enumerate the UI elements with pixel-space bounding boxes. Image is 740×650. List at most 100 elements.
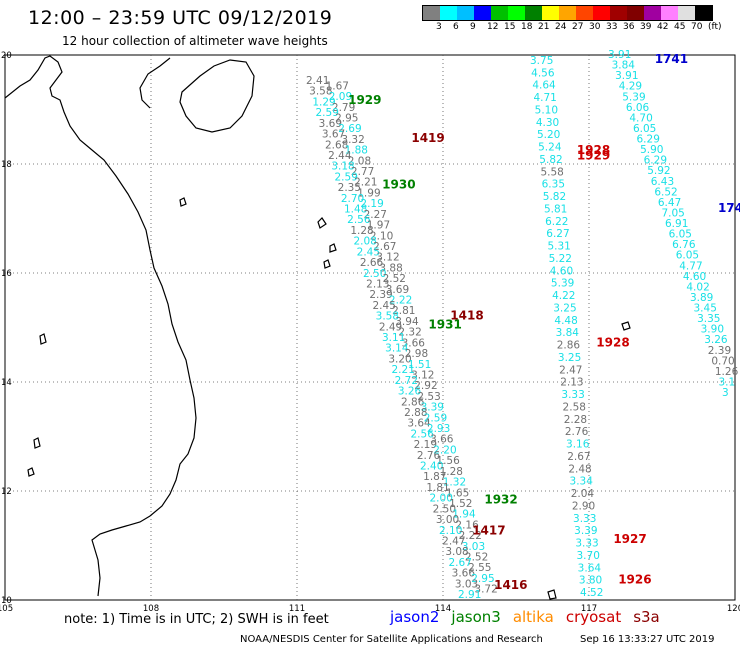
- wave-height-label: 4.30: [536, 117, 559, 129]
- wave-height-label: 1.51: [408, 359, 431, 371]
- wave-height-label: 2.70: [341, 193, 364, 205]
- colorbar-label: 21: [538, 22, 550, 32]
- wave-height-label: 2.79: [332, 102, 355, 114]
- wave-height-label: 5.58: [540, 166, 563, 178]
- wave-height-label: 2.50: [433, 503, 456, 515]
- wave-height-label: 2.49: [379, 321, 402, 333]
- wave-height-label: 1.65: [446, 487, 469, 499]
- wave-height-label: 2.28: [564, 414, 587, 426]
- wave-height-label: 2.86: [401, 396, 425, 408]
- y-tick-label: 10: [1, 596, 12, 606]
- wave-height-label: 6.27: [546, 228, 569, 240]
- wave-height-label: 2.13: [560, 377, 583, 389]
- wave-height-label: 2.77: [351, 166, 374, 178]
- pass-time-label: 1928: [577, 143, 610, 157]
- colorbar-swatch: [695, 6, 712, 20]
- wave-height-label: 4.64: [532, 80, 556, 92]
- colorbar-label: 39: [640, 22, 652, 32]
- island-g: [39, 333, 47, 345]
- colorbar-swatch: [627, 6, 644, 20]
- pass-time-label: 1417: [472, 524, 505, 538]
- wave-height-label: 6.91: [665, 218, 688, 230]
- legend-altika: altika: [512, 608, 554, 626]
- gulf-coastline: [139, 57, 171, 109]
- colorbar-label: 33: [606, 22, 618, 32]
- colorbar-swatch: [661, 6, 678, 20]
- colorbar: [422, 5, 713, 21]
- wave-height-label: 2.13: [366, 278, 389, 290]
- pass-time-label: 1419: [411, 131, 444, 145]
- wave-height-label: 2.45: [373, 300, 396, 312]
- wave-height-label: 1.48: [344, 204, 367, 216]
- wave-height-label: 5.81: [544, 203, 567, 215]
- wave-height-label: 3.34: [570, 476, 594, 488]
- wave-height-label: 1.88: [345, 145, 368, 157]
- wave-height-label: 2.22: [459, 530, 482, 542]
- y-tick-label: 14: [1, 378, 12, 388]
- wave-height-label: 3.70: [577, 550, 600, 562]
- wave-height-label: 2.27: [364, 209, 387, 221]
- wave-height-label: 3.45: [694, 303, 717, 315]
- wave-height-label: 3.12: [411, 369, 434, 381]
- pass-time-label: 1926: [618, 573, 651, 587]
- x-tick-label: 120: [727, 604, 740, 614]
- wave-height-label: 5.82: [543, 191, 566, 203]
- x-tick-label: 114: [435, 604, 451, 614]
- wave-height-label: 2.81: [392, 305, 415, 317]
- colorbar-label: 3: [436, 22, 442, 32]
- wave-height-label: 1.52: [449, 498, 472, 510]
- x-tick-label: 108: [143, 604, 159, 614]
- wave-height-label: 6.29: [644, 155, 667, 167]
- wave-height-label: 2.45: [357, 246, 380, 258]
- wave-height-label: 2.56: [347, 214, 371, 226]
- wave-height-label: 2.21: [392, 364, 415, 376]
- wave-height-label: 5.39: [551, 278, 574, 290]
- colorbar-swatch: [423, 6, 440, 20]
- wave-height-label: 2.40: [420, 461, 443, 473]
- wave-height-label: 2.98: [405, 348, 428, 360]
- colorbar-label: 36: [623, 22, 635, 32]
- colorbar-label: 27: [572, 22, 584, 32]
- colorbar-swatch: [491, 6, 508, 20]
- wave-height-label: 2.66: [360, 257, 384, 269]
- wave-height-label: 4.71: [533, 92, 556, 104]
- wave-height-label: 2.04: [571, 488, 595, 500]
- colorbar-swatch: [542, 6, 559, 20]
- wave-height-label: 3.03: [462, 541, 485, 553]
- wave-height-label: 3.64: [578, 562, 602, 574]
- wave-height-label: 3.66: [452, 568, 476, 580]
- wave-height-label: 3.39: [421, 402, 444, 414]
- wave-height-label: 2.67: [373, 241, 396, 253]
- wave-height-label: 4.02: [686, 281, 709, 293]
- wave-height-label: 3.66: [430, 434, 454, 446]
- y-tick-label: 12: [1, 487, 12, 497]
- wave-height-label: 5.92: [647, 165, 670, 177]
- wave-height-label: 6.52: [654, 186, 677, 198]
- wave-height-label: 3.32: [341, 134, 364, 146]
- wave-height-label: 2.88: [404, 407, 427, 419]
- wave-height-label: 2.47: [559, 364, 582, 376]
- wave-height-label: 3.84: [612, 60, 636, 72]
- wave-height-label: 3.1: [718, 376, 735, 388]
- wave-height-label: 4.77: [679, 260, 702, 272]
- wave-height-label: 2.67: [567, 451, 590, 463]
- wave-height-label: 5.39: [622, 91, 645, 103]
- wave-height-label: 2.76: [565, 426, 589, 438]
- wave-height-label: 4.70: [629, 112, 652, 124]
- colorbar-swatch: [525, 6, 542, 20]
- wave-height-label: 5.31: [547, 241, 570, 253]
- colorbar-label: 30: [589, 22, 601, 32]
- pass-time-label: 1927: [613, 532, 646, 546]
- colorbar-swatch: [644, 6, 661, 20]
- wave-height-label: 3.94: [395, 316, 419, 328]
- colorbar-label: 6: [453, 22, 459, 32]
- x-tick-label: 117: [581, 604, 597, 614]
- pass-time-label: 1742: [718, 201, 740, 215]
- wave-height-label: 2.19: [360, 198, 383, 210]
- wave-height-label: 3.11: [382, 332, 405, 344]
- wave-height-label: 6.29: [637, 134, 660, 146]
- wave-height-label: 3.80: [579, 575, 602, 587]
- wave-height-label: 3.20: [388, 353, 411, 365]
- vietnam-coastline: [4, 55, 197, 597]
- colorbar-label: 12: [487, 22, 499, 32]
